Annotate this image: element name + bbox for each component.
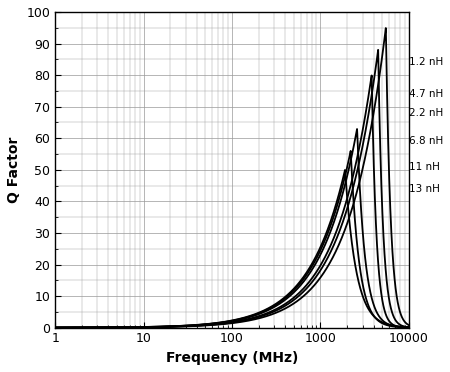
Y-axis label: Q Factor: Q Factor — [7, 137, 21, 203]
Text: 4.7 nH: 4.7 nH — [409, 89, 443, 99]
Text: 6.8 nH: 6.8 nH — [409, 137, 443, 146]
Text: 2.2 nH: 2.2 nH — [409, 108, 443, 118]
Text: 11 nH: 11 nH — [409, 162, 440, 171]
Text: 13 nH: 13 nH — [409, 184, 440, 194]
X-axis label: Frequency (MHz): Frequency (MHz) — [166, 351, 298, 365]
Text: 1.2 nH: 1.2 nH — [409, 57, 443, 67]
